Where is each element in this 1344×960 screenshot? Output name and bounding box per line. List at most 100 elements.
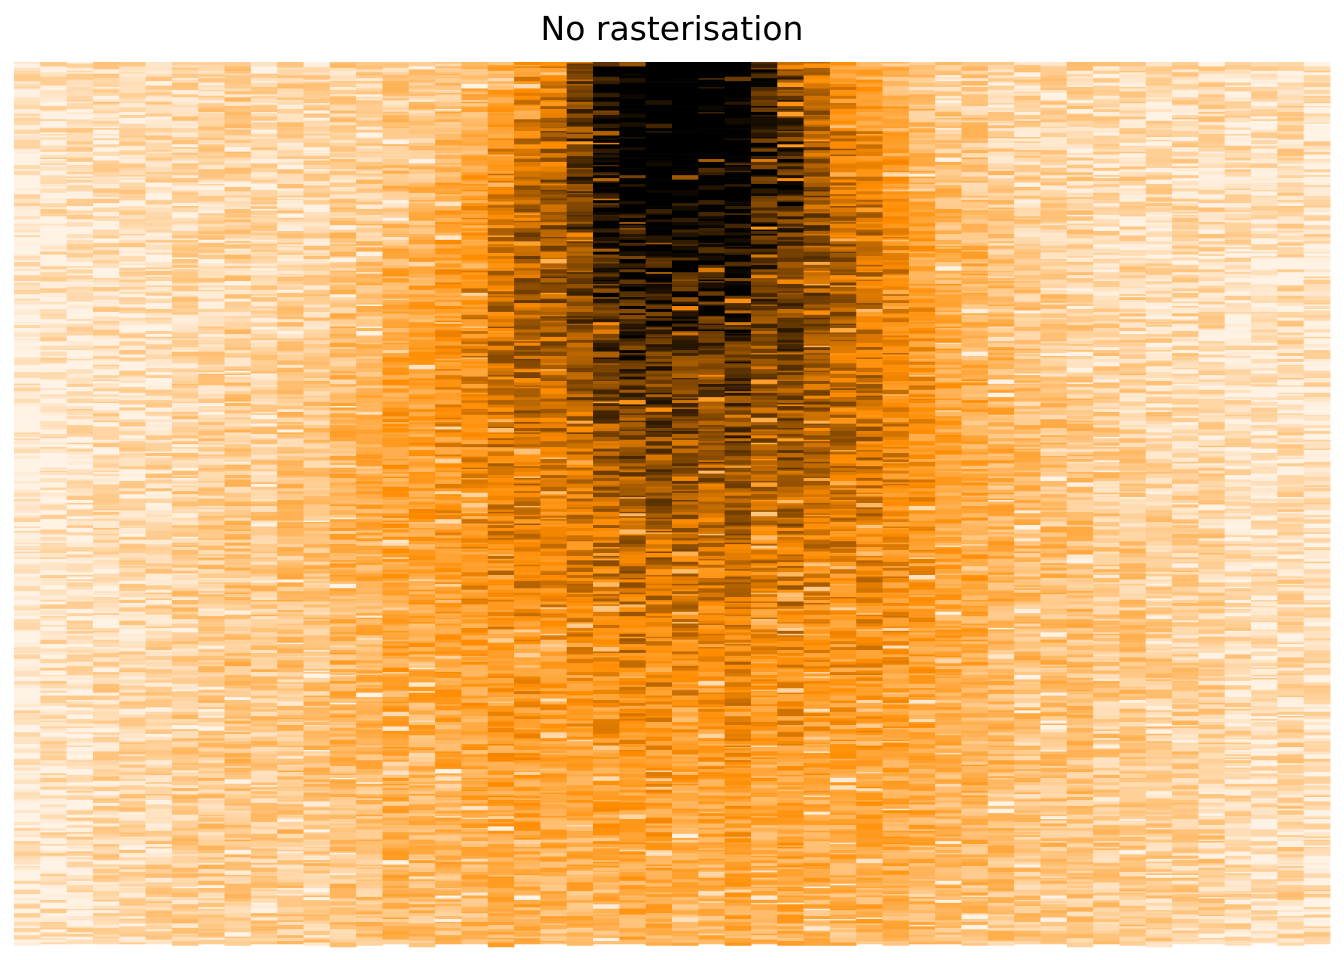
heatmap-cell [250, 464, 278, 470]
heatmap-cell [66, 635, 94, 641]
heatmap-cell [145, 286, 173, 292]
heatmap-cell [277, 417, 304, 423]
heatmap-cell [92, 552, 120, 555]
heatmap-cell [382, 895, 410, 898]
heatmap-cell [303, 629, 331, 632]
heatmap-cell [92, 623, 120, 629]
heatmap-cell [356, 117, 383, 120]
heatmap-cell [119, 101, 146, 104]
heatmap-cell [66, 395, 94, 398]
heatmap-cell [356, 619, 383, 624]
heatmap-cell [40, 720, 68, 723]
heatmap-cell [224, 629, 252, 632]
heatmap-cell [356, 896, 383, 901]
heatmap-cell [145, 316, 173, 319]
heatmap-cell [145, 253, 173, 255]
heatmap-cell [119, 261, 146, 264]
heatmap-cell [145, 95, 173, 98]
heatmap-cell [145, 430, 173, 436]
heatmap-cell [92, 539, 120, 543]
heatmap-cell [382, 211, 410, 216]
heatmap-cell [356, 267, 383, 273]
heatmap-cell [408, 129, 436, 135]
heatmap-cell [382, 748, 410, 751]
heatmap-cell [145, 592, 173, 595]
heatmap-cell [92, 846, 120, 851]
heatmap-cell [66, 547, 94, 552]
heatmap-cell [329, 555, 357, 561]
heatmap-cell [303, 285, 331, 291]
heatmap-cell [171, 896, 199, 899]
heatmap-cell [303, 936, 331, 939]
heatmap-cell [329, 669, 357, 673]
heatmap-cell [198, 689, 225, 693]
heatmap-cell [171, 892, 199, 898]
heatmap-cell [224, 741, 252, 745]
heatmap-cell [224, 316, 252, 319]
heatmap-cell [40, 667, 68, 671]
heatmap-cell [435, 220, 462, 223]
heatmap-cell [198, 451, 225, 455]
heatmap-cell [408, 339, 436, 344]
heatmap-cell [277, 289, 304, 294]
heatmap-cell [408, 622, 436, 624]
heatmap-cell [435, 67, 462, 73]
heatmap-cell [92, 82, 120, 88]
heatmap-cell [92, 398, 120, 402]
heatmap-cell [224, 329, 252, 335]
heatmap-cell [14, 654, 41, 660]
heatmap-cell [171, 407, 199, 413]
heatmap-cell [356, 397, 383, 399]
heatmap-cell [145, 91, 173, 94]
heatmap-cell [224, 482, 252, 488]
heatmap-cell [92, 278, 120, 280]
heatmap-cell [250, 689, 278, 692]
heatmap-cell [277, 510, 304, 513]
heatmap-cell [14, 495, 41, 498]
heatmap-cell [382, 176, 410, 182]
heatmap-cell [435, 429, 462, 433]
heatmap-cell [171, 891, 199, 893]
heatmap-cell [382, 357, 410, 363]
heatmap-cell [356, 607, 383, 610]
heatmap-cell [171, 311, 199, 316]
heatmap-cell [250, 430, 278, 435]
heatmap-cell [92, 364, 120, 367]
heatmap-cell [224, 710, 252, 714]
heatmap-cell [435, 386, 462, 391]
heatmap-cell [303, 849, 331, 852]
heatmap-cell [14, 530, 41, 533]
heatmap-cell [356, 88, 383, 92]
heatmap-cell [303, 841, 331, 846]
heatmap-cell [356, 892, 383, 898]
heatmap-cell [224, 244, 252, 249]
heatmap-cell [435, 372, 462, 376]
heatmap-cell [250, 214, 278, 217]
heatmap-cell [66, 436, 94, 441]
heatmap-cell [382, 532, 410, 538]
heatmap-cell [119, 572, 146, 577]
heatmap-cell [303, 169, 331, 172]
heatmap-cell [356, 84, 383, 89]
heatmap-cell [92, 95, 120, 100]
heatmap-cell [356, 530, 383, 533]
heatmap-cell [382, 770, 410, 776]
heatmap-cell [14, 438, 41, 441]
heatmap-cell [66, 157, 94, 161]
heatmap-cell [66, 719, 94, 724]
heatmap-cell [303, 664, 331, 670]
heatmap-cell [92, 485, 120, 491]
heatmap-cell [14, 300, 41, 304]
heatmap-cell [303, 745, 331, 751]
heatmap-cell [303, 395, 331, 398]
heatmap-cell [145, 62, 173, 67]
heatmap-cell [303, 122, 331, 127]
heatmap-cell [92, 613, 120, 616]
heatmap-cell [303, 253, 331, 257]
heatmap-cell [224, 101, 252, 107]
heatmap-cell [145, 292, 173, 297]
heatmap-cell [40, 589, 68, 592]
heatmap-cell [171, 719, 199, 724]
heatmap-cell [382, 623, 410, 626]
heatmap-cell [329, 936, 357, 940]
